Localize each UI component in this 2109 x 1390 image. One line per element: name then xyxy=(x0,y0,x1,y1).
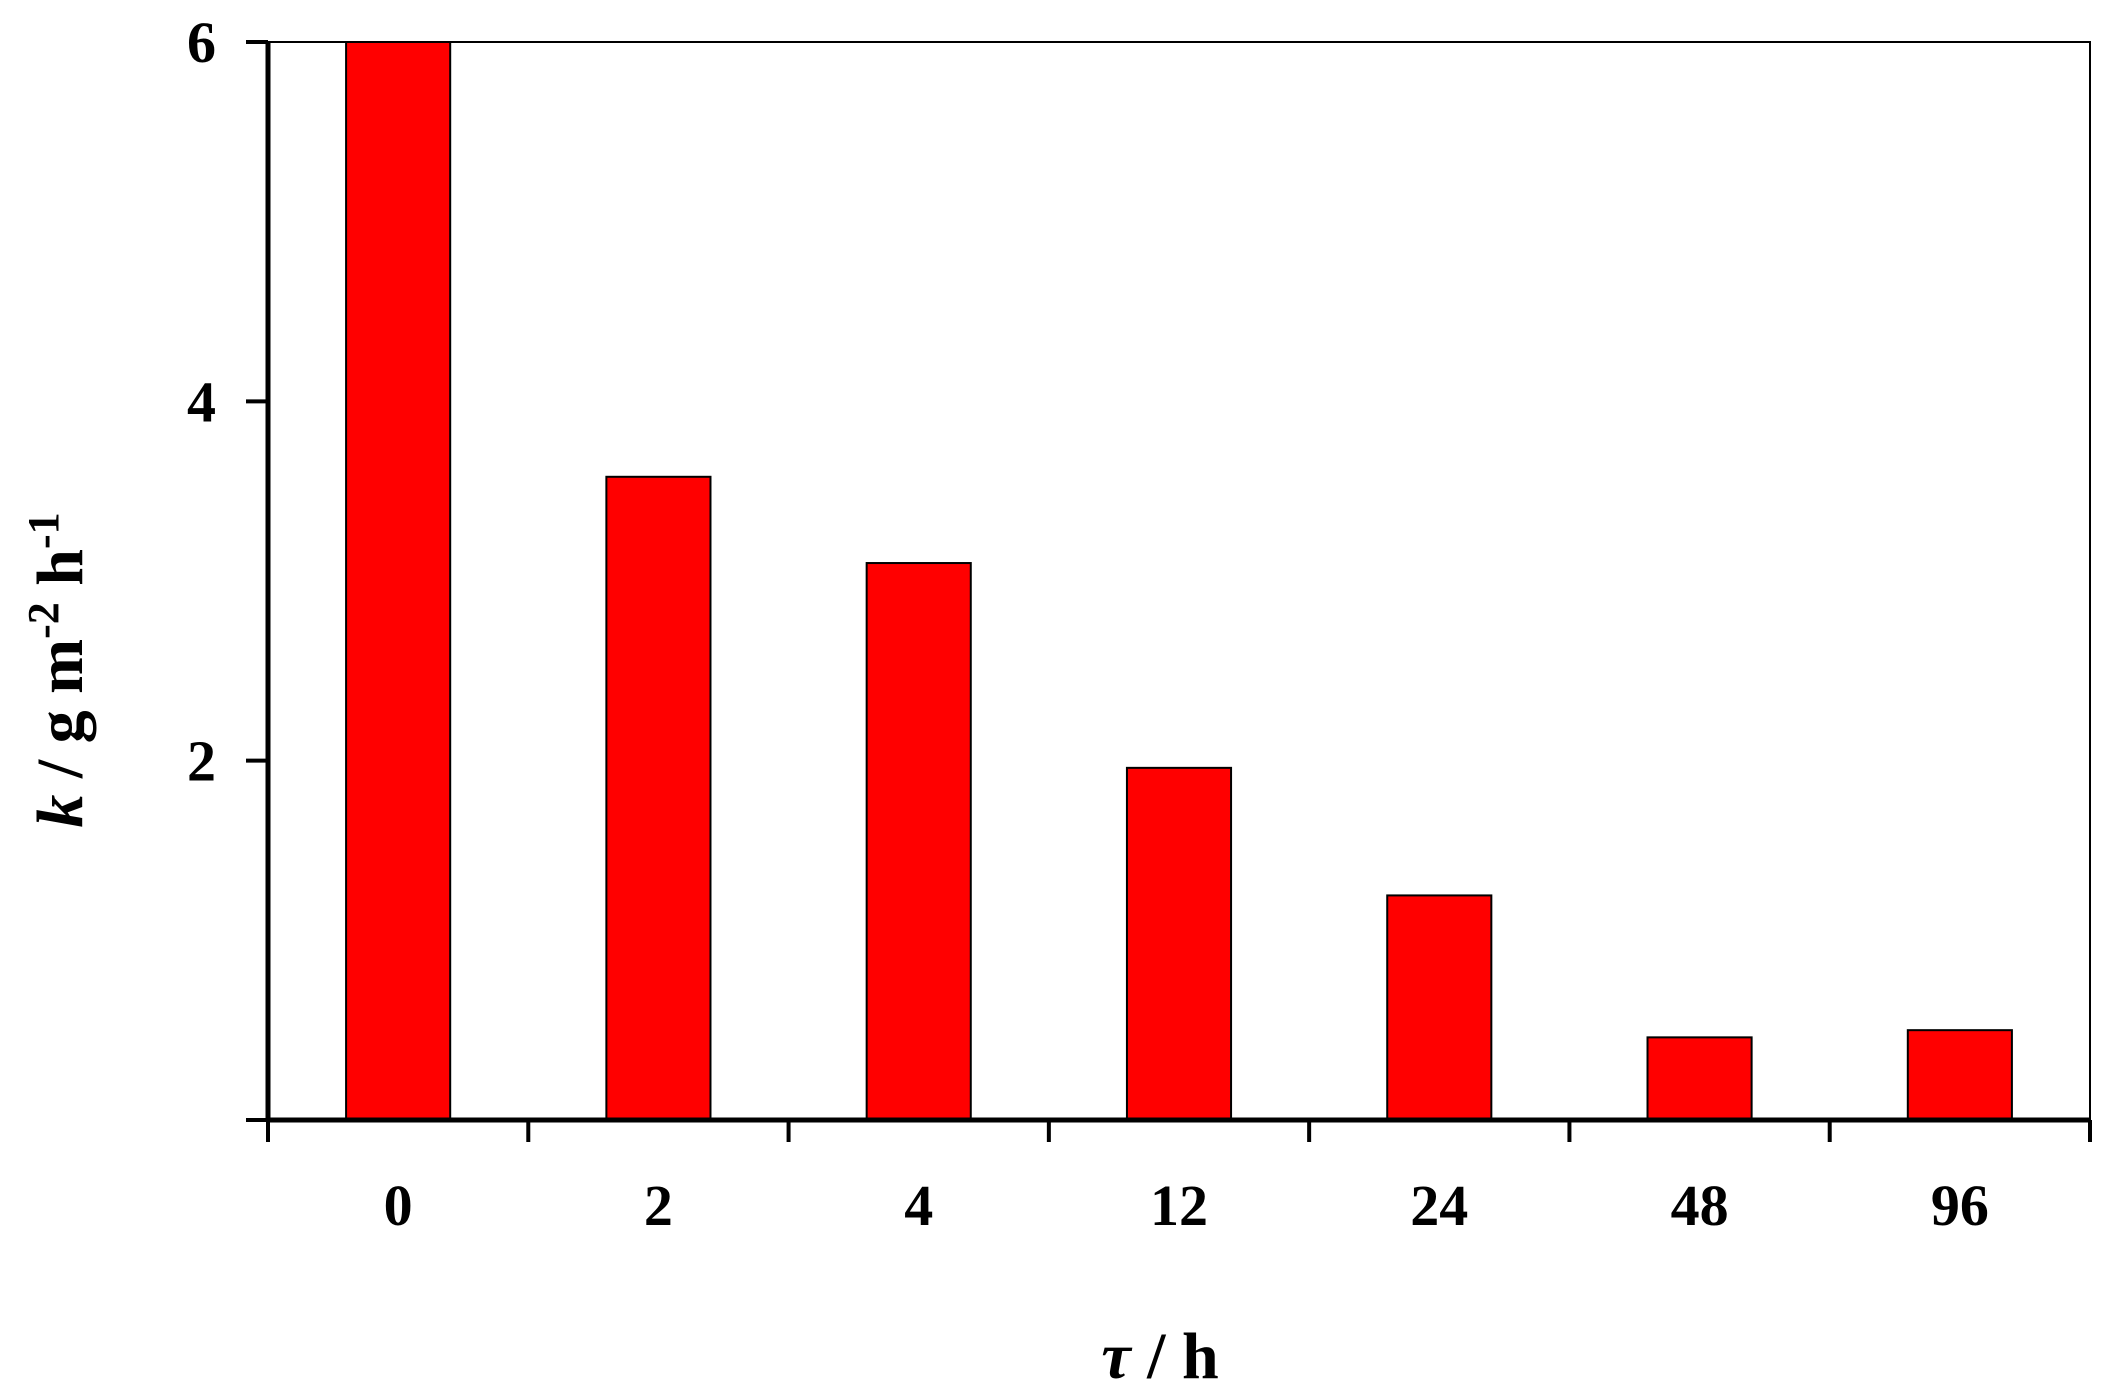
x-tick-label-0: 0 xyxy=(384,1173,413,1238)
x-tick-label-96: 96 xyxy=(1931,1173,1989,1238)
x-tick-label-24: 24 xyxy=(1410,1173,1468,1238)
bar-2 xyxy=(605,475,712,1121)
bar-12 xyxy=(1125,766,1233,1121)
x-tick-label-2: 2 xyxy=(644,1173,673,1238)
y-tick-label-6: 6 xyxy=(187,10,216,75)
x-axis-title: τ / h xyxy=(1101,1320,1218,1390)
y-axis-title: k / g m-2 h-1 xyxy=(19,512,98,827)
bar-24 xyxy=(1386,894,1493,1122)
bar-96 xyxy=(1906,1029,2013,1121)
y-tick-label-4: 4 xyxy=(187,369,216,434)
bar-48 xyxy=(1646,1036,1753,1122)
x-tick-label-48: 48 xyxy=(1671,1173,1729,1238)
bar-4 xyxy=(865,562,972,1121)
x-tick-label-12: 12 xyxy=(1150,1173,1208,1238)
x-tick-labels: 0 2 4 12 24 48 96 xyxy=(384,1173,1989,1238)
x-tick-label-4: 4 xyxy=(904,1173,933,1238)
bar-0 xyxy=(345,41,452,1121)
axes xyxy=(246,40,2092,1142)
bars xyxy=(345,41,2013,1122)
y-tick-labels: 2 4 6 xyxy=(187,10,216,794)
y-tick-label-2: 2 xyxy=(187,729,216,794)
